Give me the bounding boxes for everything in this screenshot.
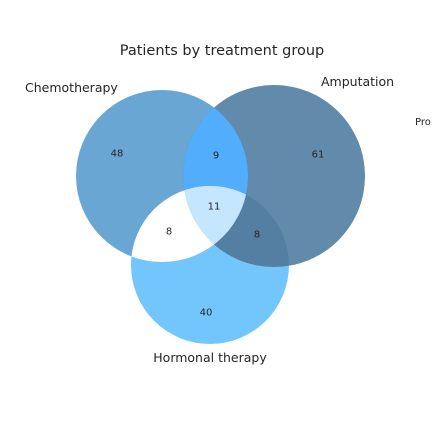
count-hormonal-only: 40 [200,308,213,319]
clipped-label: Pro [415,117,431,128]
count-amputation-hormonal: 8 [254,230,260,241]
region-chemotherapy-hormonal-therapy [131,186,248,262]
count-all-three: 11 [208,202,221,213]
count-chemotherapy-hormonal: 8 [166,227,172,238]
set-label-chemotherapy: Chemotherapy [25,80,118,95]
set-label-hormonal-therapy: Hormonal therapy [153,350,267,365]
count-amputation-only: 61 [312,150,325,161]
count-chemotherapy-amputation: 9 [213,151,219,162]
set-label-amputation: Amputation [321,74,394,89]
chart-title: Patients by treatment group [120,43,325,59]
count-chemotherapy-only: 48 [111,149,124,160]
